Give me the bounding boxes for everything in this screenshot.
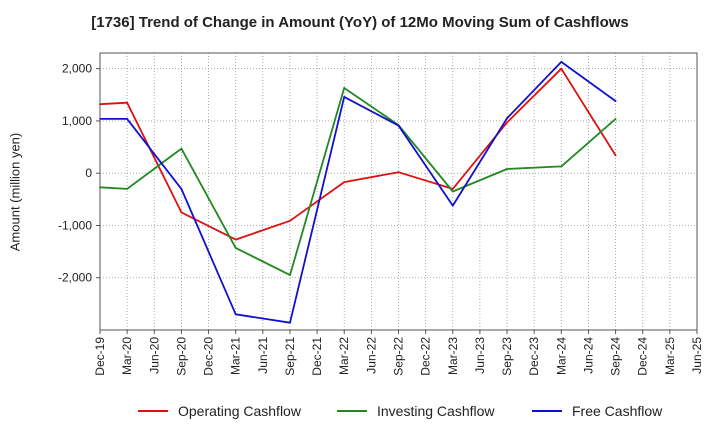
x-tick-label: Mar-21 (229, 337, 243, 375)
data-point-operating (560, 67, 563, 70)
data-point-operating (506, 121, 508, 124)
series-line-free (100, 61, 617, 324)
x-tick-label: Mar-25 (663, 337, 677, 375)
data-point-free (289, 321, 291, 324)
x-tick-label: Dec-22 (419, 337, 433, 376)
y-tick-label: 1,000 (62, 114, 92, 128)
x-tick-label: Dec-24 (636, 337, 650, 376)
data-point-investing (289, 274, 291, 277)
x-tick-label: Sep-20 (174, 337, 188, 376)
data-point-operating (234, 238, 237, 241)
data-point-operating (180, 211, 183, 214)
data-point-investing (234, 247, 237, 249)
y-tick-label: -2,000 (58, 271, 92, 285)
x-tick-label: Jun-20 (147, 337, 161, 374)
x-tick-label: Sep-21 (283, 337, 297, 376)
grid-layer (100, 53, 697, 330)
y-tick-label: 2,000 (62, 62, 92, 76)
x-tick-label: Sep-23 (500, 337, 514, 376)
y-tick-label: 0 (85, 166, 92, 180)
x-tick-label: Sep-24 (609, 337, 623, 376)
legend-item-free: Free Cashflow (532, 403, 662, 419)
x-tick-label: Mar-22 (337, 337, 351, 375)
x-tick-label: Dec-23 (527, 337, 541, 376)
data-point-free (126, 117, 129, 120)
x-tick-label: Dec-21 (310, 337, 324, 376)
data-point-operating (126, 101, 129, 104)
data-point-investing (343, 87, 346, 89)
x-tick-label: Dec-19 (93, 337, 107, 376)
x-tick-layer: Dec-19 Mar-20 Jun-20 Sep-20 Dec-20 Mar-21 Jun-… (93, 330, 704, 376)
y-tick-layer: 2,000 1,000 0 -1,000 -2,000 (58, 62, 100, 285)
data-point-operating (614, 154, 617, 157)
chart-title: [1736] Trend of Change in Amount (YoY) o… (91, 14, 629, 31)
legend-swatch-investing (337, 410, 367, 412)
x-tick-label: Mar-23 (446, 337, 460, 375)
data-point-operating (397, 171, 400, 174)
x-tick-label: Dec-20 (202, 337, 216, 376)
data-point-free (343, 96, 346, 98)
x-tick-label: Jun-22 (364, 337, 378, 374)
data-point-free (614, 100, 617, 102)
legend-item-operating: Operating Cashflow (138, 403, 301, 419)
data-point-free (180, 187, 183, 190)
legend-label-investing: Investing Cashflow (377, 403, 495, 419)
x-tick-label: Jun-24 (581, 337, 595, 374)
data-point-free (397, 124, 400, 127)
x-tick-label: Jun-25 (690, 337, 704, 374)
x-tick-label: Jun-21 (256, 337, 270, 374)
data-point-free (506, 117, 508, 120)
data-point-free (560, 60, 563, 63)
y-tick-label: -1,000 (58, 218, 92, 232)
series-layer (99, 60, 617, 324)
legend-swatch-operating (138, 410, 168, 412)
data-point-investing (180, 147, 183, 150)
x-tick-label: Mar-24 (554, 337, 568, 375)
x-tick-label: Sep-22 (392, 337, 406, 376)
data-point-investing (451, 190, 454, 193)
data-point-investing (614, 117, 617, 120)
data-point-investing (506, 168, 508, 170)
data-point-free (234, 313, 237, 316)
series-line-operating (99, 67, 617, 241)
chart-legend: Operating Cashflow Investing Cashflow Fr… (0, 403, 720, 427)
data-point-operating (451, 187, 454, 190)
legend-swatch-free (532, 410, 562, 412)
data-point-operating (343, 181, 346, 183)
data-point-investing (560, 165, 563, 168)
data-point-investing (126, 187, 129, 190)
legend-item-investing: Investing Cashflow (337, 403, 495, 419)
series-line-investing (99, 87, 617, 277)
legend-label-operating: Operating Cashflow (178, 403, 301, 419)
data-point-operating (289, 219, 291, 222)
x-tick-label: Jun-23 (473, 337, 487, 374)
x-tick-label: Mar-20 (120, 337, 134, 375)
legend-label-free: Free Cashflow (572, 403, 663, 419)
data-point-free (451, 204, 454, 207)
